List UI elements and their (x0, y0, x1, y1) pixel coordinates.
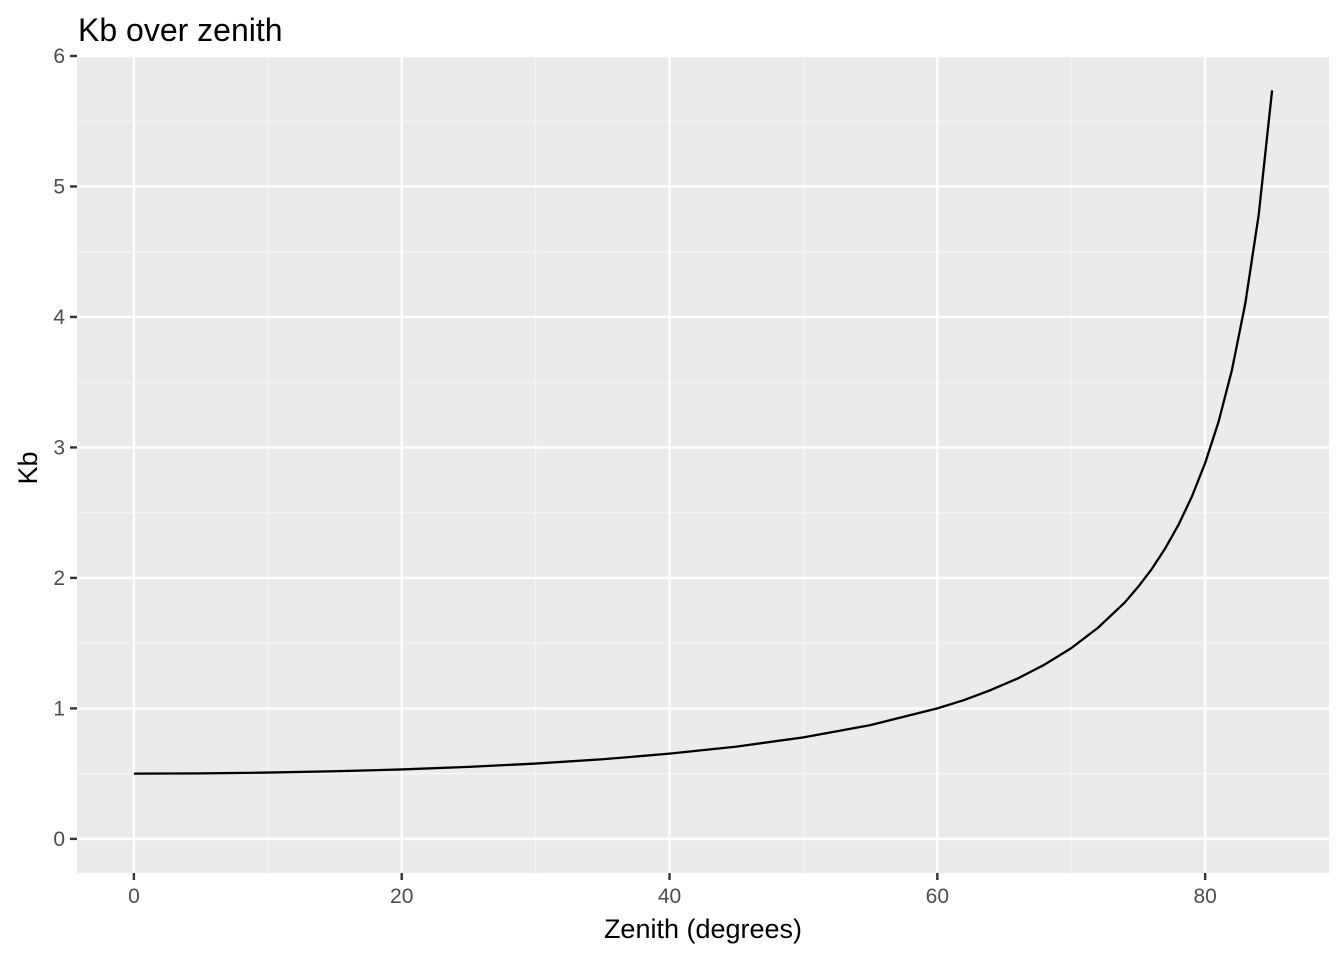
series-line (133, 90, 1274, 775)
x-axis: 0 20 40 60 80 (128, 873, 1217, 908)
y-tick-label: 5 (53, 175, 65, 198)
x-tick-label: 80 (1193, 885, 1216, 908)
x-tick-label: 0 (128, 885, 140, 908)
y-tick-label: 1 (53, 697, 65, 720)
series-layer (133, 90, 1274, 775)
y-tick-label: 4 (53, 306, 65, 329)
y-axis-title: Kb (13, 451, 43, 484)
y-axis: 0 1 2 3 4 5 6 (53, 45, 77, 851)
x-tick-label: 60 (926, 885, 949, 908)
plot-panel (77, 56, 1329, 873)
x-tick-label: 40 (658, 885, 681, 908)
y-tick-label: 2 (53, 567, 65, 590)
x-axis-title: Zenith (degrees) (604, 914, 802, 944)
y-tick-label: 3 (53, 436, 65, 459)
minor-grid (77, 56, 1329, 873)
x-tick-label: 20 (390, 885, 413, 908)
chart-title: Kb over zenith (78, 12, 283, 48)
y-tick-label: 6 (53, 45, 65, 68)
y-tick-label: 0 (53, 828, 65, 851)
